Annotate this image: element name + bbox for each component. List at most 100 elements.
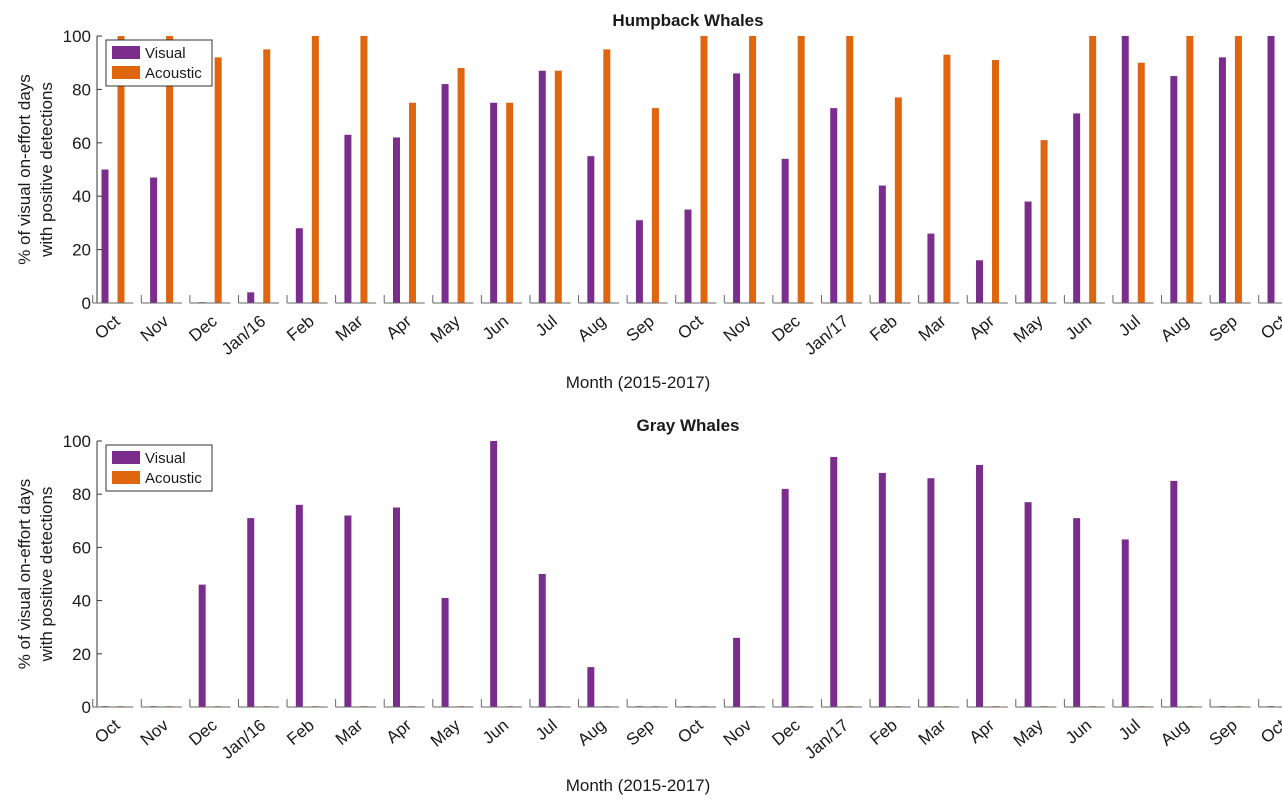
x-tick-label: Oct (1257, 715, 1282, 747)
bar-acoustic (457, 68, 465, 303)
legend-label-acoustic: Acoustic (145, 65, 202, 82)
x-tick-label: Apr (966, 715, 999, 747)
bar-acoustic (554, 70, 562, 304)
bar-visual (490, 102, 498, 303)
y-tick-label: 60 (72, 134, 91, 153)
bar-visual (878, 185, 886, 303)
bar-acoustic (1186, 36, 1194, 303)
x-tick-label: Jun (1062, 312, 1095, 344)
legend-swatch-visual (112, 46, 140, 59)
x-tick-label: Nov (720, 311, 756, 345)
x-tick-label: Jul (532, 716, 561, 745)
chart-title: Humpback Whales (612, 11, 763, 30)
y-axis-label-line: % of visual on-effort days (15, 74, 34, 265)
x-tick-label: Apr (383, 715, 416, 747)
bar-visual (1121, 539, 1129, 707)
bar-visual (198, 584, 206, 707)
x-tick-label: Oct (91, 715, 124, 747)
bar-acoustic (409, 102, 416, 303)
bar-acoustic (311, 36, 319, 303)
y-axis-label-line: % of visual on-effort days (15, 479, 34, 670)
x-tick-label: Nov (137, 311, 173, 345)
x-tick-label: Jun (479, 716, 512, 748)
y-tick-label: 100 (63, 27, 91, 46)
bar-visual (538, 70, 546, 304)
bar-visual (587, 667, 595, 707)
bar-acoustic (1234, 36, 1242, 303)
bar-visual (976, 464, 983, 707)
x-tick-label: Aug (1157, 312, 1192, 346)
bar-acoustic (1137, 62, 1145, 304)
x-tick-label: Jun (479, 312, 512, 344)
y-tick-label: 60 (72, 538, 91, 557)
x-tick-label: Sep (623, 312, 658, 346)
bar-visual (1267, 36, 1275, 303)
bar-visual (1024, 201, 1032, 303)
x-tick-label: Aug (574, 312, 609, 346)
y-axis-label-line: with positive detections (37, 82, 56, 258)
x-tick-label: Oct (674, 715, 707, 747)
x-tick-label: Nov (720, 715, 756, 749)
x-tick-label: Oct (1257, 311, 1282, 343)
x-tick-label: Dec (185, 715, 221, 749)
bar-visual (733, 73, 741, 303)
bar-acoustic (1040, 140, 1048, 303)
x-tick-label: Dec (768, 311, 804, 345)
bar-visual (101, 169, 109, 303)
y-axis-label-line: with positive detections (37, 487, 56, 663)
bar-visual (830, 108, 838, 303)
bar-visual (733, 637, 741, 707)
x-tick-label: Jul (1115, 716, 1144, 745)
bar-visual (344, 134, 352, 303)
x-tick-label: Jan/16 (218, 312, 269, 359)
legend-swatch-acoustic (112, 66, 140, 79)
bar-visual (976, 260, 983, 303)
bar-visual (1073, 518, 1081, 707)
x-axis-label: Month (2015-2017) (566, 373, 711, 392)
x-tick-label: Feb (283, 716, 318, 749)
y-tick-label: 20 (72, 241, 91, 260)
y-tick-label: 20 (72, 645, 91, 664)
x-tick-label: Jul (1115, 312, 1144, 341)
y-tick-label: 80 (72, 485, 91, 504)
x-tick-label: May (427, 311, 464, 347)
x-tick-label: Feb (283, 312, 318, 345)
bar-visual (830, 456, 838, 707)
x-tick-label: Jun (1062, 716, 1095, 748)
bar-visual (295, 228, 303, 303)
bar-visual (344, 515, 352, 707)
chart-title: Gray Whales (637, 416, 740, 435)
x-axis-label: Month (2015-2017) (566, 776, 711, 795)
y-tick-label: 40 (72, 592, 91, 611)
x-tick-label: Dec (768, 715, 804, 749)
x-tick-label: Jan/17 (801, 716, 852, 763)
y-tick-label: 80 (72, 80, 91, 99)
bar-visual (247, 292, 255, 303)
legend-swatch-visual (112, 451, 140, 464)
bar-acoustic (117, 36, 125, 303)
x-tick-label: Feb (866, 716, 901, 749)
x-tick-label: May (427, 715, 464, 751)
x-tick-label: Sep (623, 716, 658, 750)
bar-visual (150, 177, 158, 303)
x-tick-label: Mar (332, 715, 367, 749)
bar-visual (1073, 113, 1081, 304)
x-tick-label: Mar (915, 311, 950, 345)
bar-visual (1170, 76, 1178, 303)
bar-acoustic (797, 36, 805, 303)
bar-visual (441, 597, 449, 707)
x-tick-label: Mar (915, 715, 950, 749)
bar-visual (927, 478, 935, 707)
bar-visual (538, 574, 546, 707)
x-tick-label: Feb (866, 312, 901, 345)
x-tick-label: Sep (1206, 312, 1241, 346)
bar-acoustic (651, 108, 659, 303)
x-tick-label: Jan/17 (801, 312, 852, 359)
bar-acoustic (1089, 36, 1097, 303)
x-tick-label: Apr (383, 311, 416, 343)
bar-visual (393, 137, 400, 303)
x-tick-label: May (1010, 715, 1047, 751)
y-tick-label: 0 (82, 698, 91, 717)
